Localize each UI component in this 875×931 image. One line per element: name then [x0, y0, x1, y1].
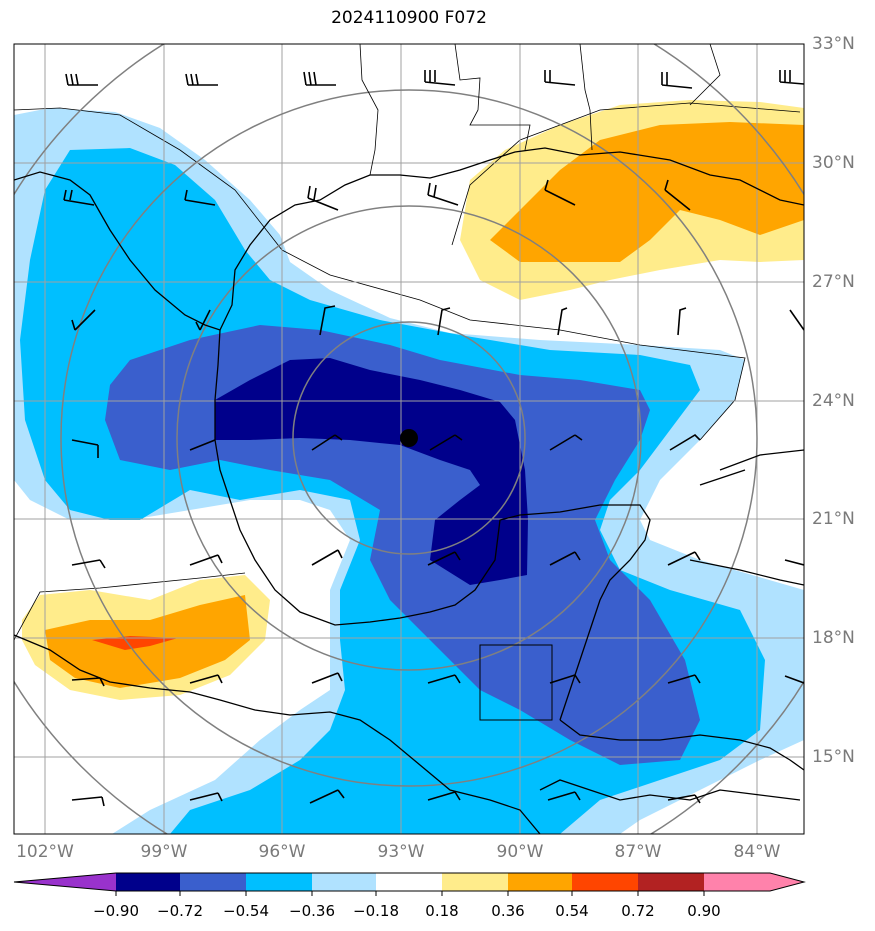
- state-borders: [359, 44, 721, 176]
- colorbar-tick-label: 0.18: [425, 902, 459, 920]
- colorbar-tick-label: 0.72: [621, 902, 655, 920]
- lat-label-24n: 24°N: [812, 391, 855, 411]
- colorbar-tick-label: 0.36: [491, 902, 525, 920]
- range-rings: [14, 44, 804, 834]
- colorbar-tick-label: −0.90: [93, 902, 139, 920]
- lat-label-15n: 15°N: [812, 747, 855, 767]
- lon-label-84w: 84°W: [733, 842, 781, 862]
- colorbar-tick-label: 0.90: [687, 902, 721, 920]
- contour-fill-pos036-east: [490, 122, 804, 262]
- lat-label-18n: 18°N: [812, 628, 855, 648]
- wind-barbs: [63, 70, 804, 807]
- lon-label-102w: 102°W: [16, 842, 74, 862]
- graticule: [14, 44, 804, 834]
- colorbar-tick-label: −0.36: [289, 902, 335, 920]
- lon-label-90w: 90°W: [496, 842, 544, 862]
- colorbar: [13, 872, 806, 896]
- lat-label-33n: 33°N: [812, 34, 855, 54]
- lat-label-30n: 30°N: [812, 153, 855, 173]
- colorbar-tick-label: −0.72: [157, 902, 203, 920]
- lon-label-99w: 99°W: [140, 842, 188, 862]
- contour-fill-neg072: [215, 358, 528, 585]
- colorbar-tick-label: 0.54: [555, 902, 589, 920]
- lat-label-27n: 27°N: [812, 272, 855, 292]
- lon-label-93w: 93°W: [377, 842, 425, 862]
- lon-label-96w: 96°W: [258, 842, 306, 862]
- colorbar-tick-label: −0.18: [353, 902, 399, 920]
- lat-label-21n: 21°N: [812, 509, 855, 529]
- colorbar-tick-label: −0.54: [223, 902, 269, 920]
- map-frame: [13, 43, 805, 835]
- map-title: 2024110900 F072: [331, 8, 487, 28]
- contour-fill-pos054-west: [92, 636, 178, 650]
- lon-label-87w: 87°W: [614, 842, 662, 862]
- storm-center-marker: [400, 429, 418, 447]
